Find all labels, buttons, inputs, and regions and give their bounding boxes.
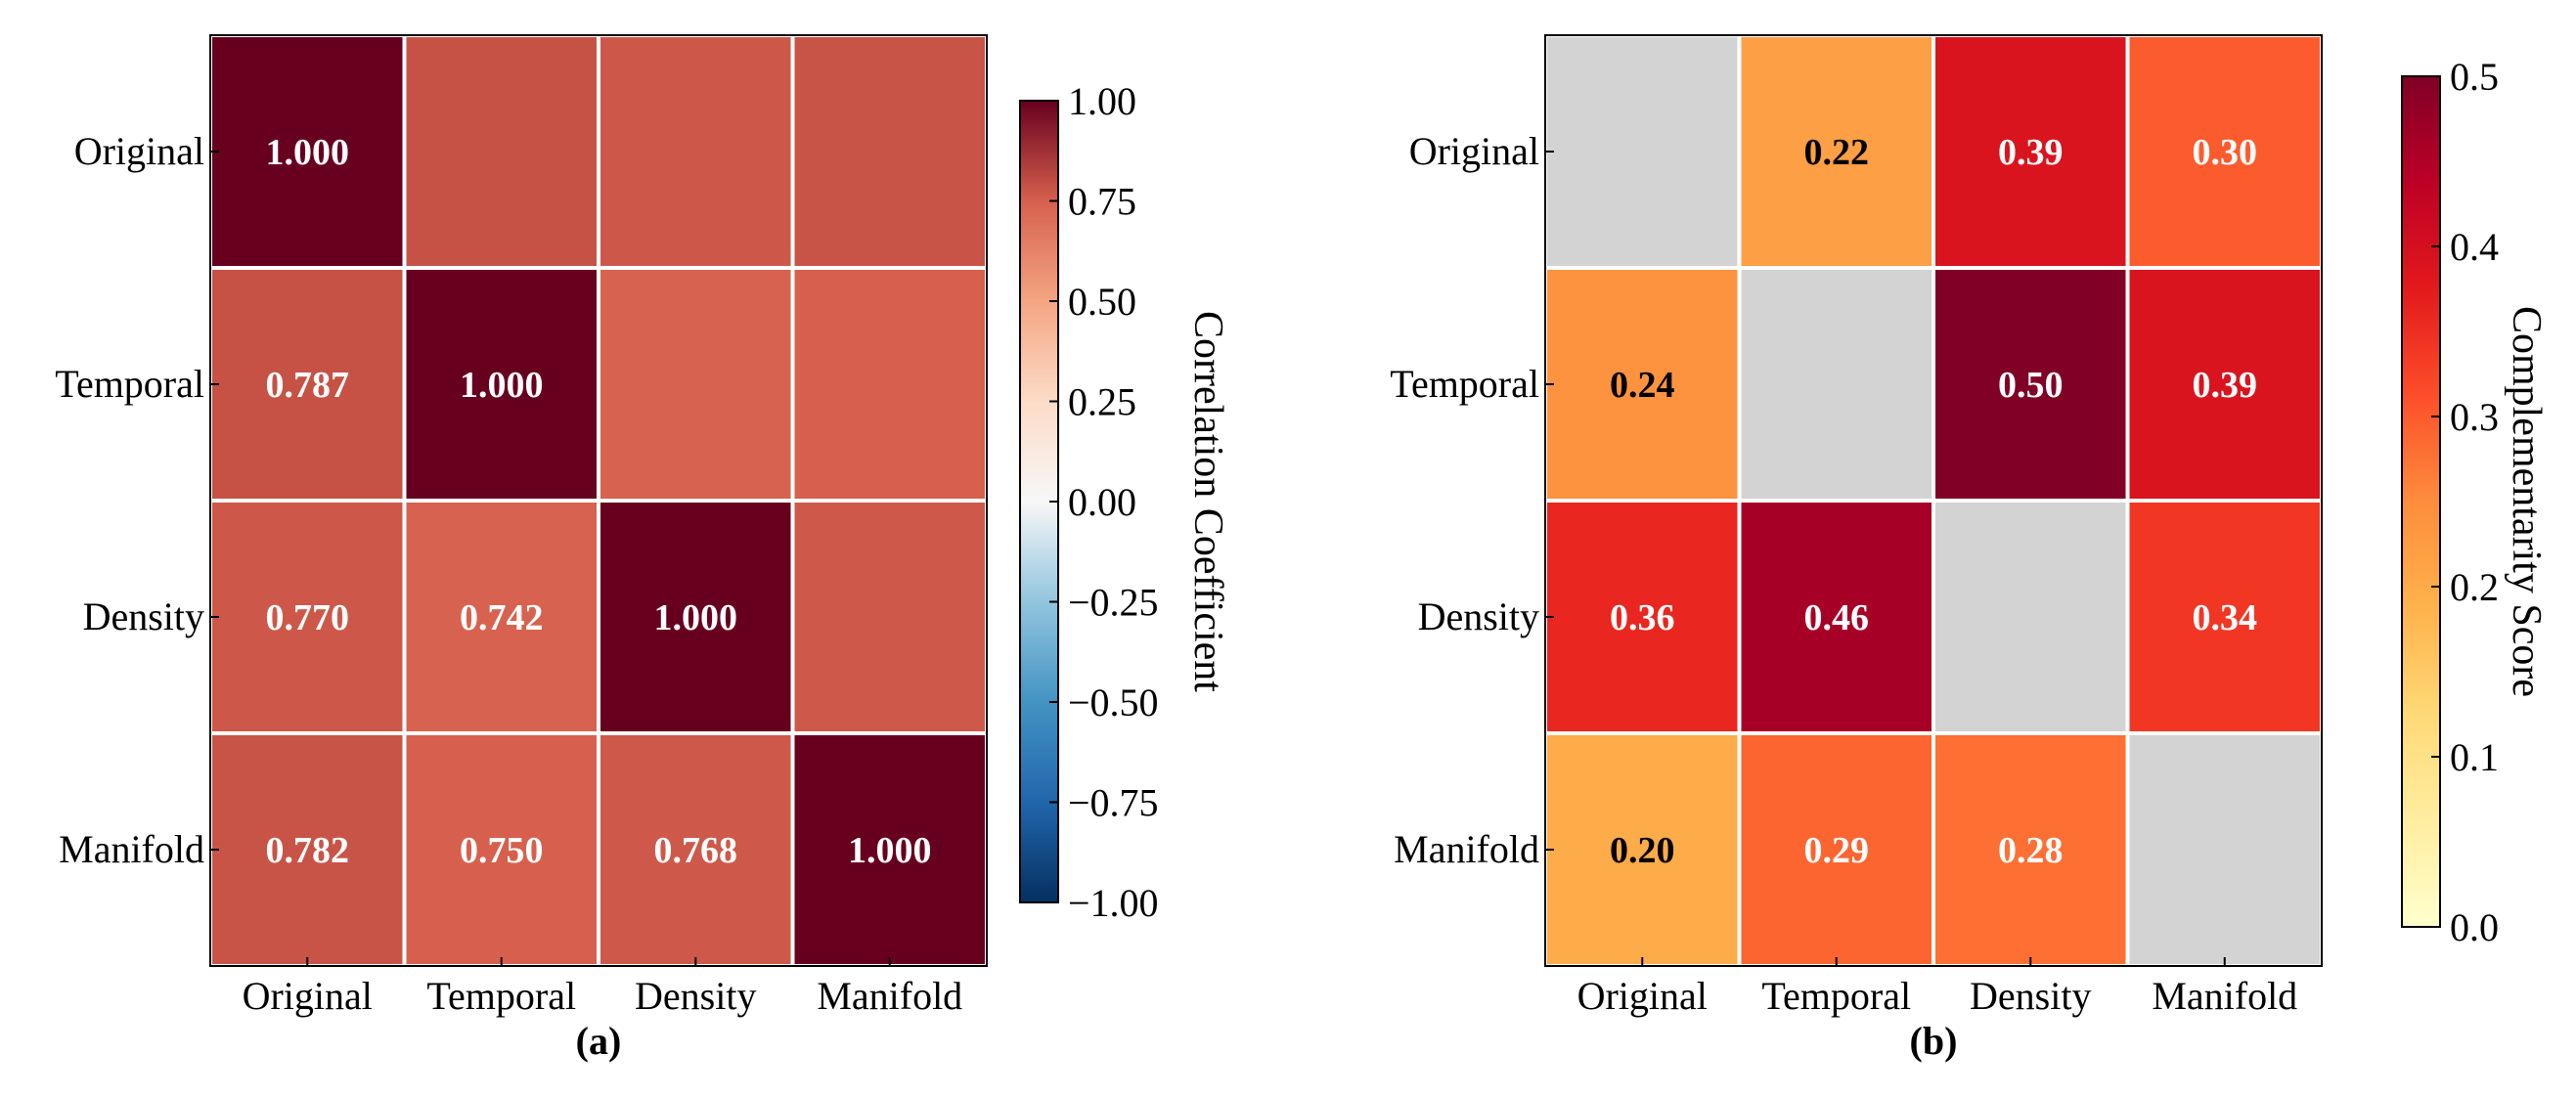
cell-value-label: 0.30 <box>2193 132 2258 173</box>
cell-temporal-original <box>1543 266 1742 503</box>
colorbar-tick-label: 0.25 <box>1068 380 1136 424</box>
cell-density-manifold <box>2125 499 2324 735</box>
cell-value-label: 0.768 <box>654 830 738 871</box>
y-tick-label: Temporal <box>1390 362 1539 406</box>
cell-original-manifold <box>790 33 989 270</box>
colorbar-tick-label: 0.0 <box>2450 905 2499 949</box>
y-tick-label: Manifold <box>59 827 204 871</box>
cell-value-label: 0.36 <box>1610 597 1675 638</box>
cell-value-label: 0.750 <box>460 830 544 871</box>
cell-manifold-density <box>1932 731 2130 968</box>
cell-value-label: 0.22 <box>1804 132 1870 173</box>
x-tick-label: Original <box>243 974 373 1018</box>
y-tick-label: Density <box>83 594 204 638</box>
colorbar-tick-label: −1.00 <box>1068 881 1159 925</box>
colorbar-tick-label: 1.00 <box>1068 79 1136 123</box>
x-tick-label: Manifold <box>817 974 962 1018</box>
x-tick-label: Original <box>1577 974 1708 1018</box>
cell-value-label: 0.28 <box>1998 830 2064 871</box>
cell-value-label: 0.29 <box>1804 830 1870 871</box>
cell-density-density <box>1932 499 2130 735</box>
colorbar-tick-label: 0.2 <box>2450 565 2499 609</box>
cell-value-label: 0.787 <box>266 365 350 406</box>
x-tick-label: Density <box>635 974 756 1018</box>
cell-original-manifold <box>2125 33 2324 270</box>
cell-temporal-density <box>597 266 795 503</box>
cell-value-label: 1.000 <box>266 132 350 173</box>
y-tick-label: Original <box>74 129 204 173</box>
colorbar-title: Correlation Coefficient <box>1185 311 1230 692</box>
cell-value-label: 1.000 <box>654 597 738 638</box>
cell-original-density <box>597 33 795 270</box>
axes-frame <box>209 34 988 967</box>
cell-temporal-manifold <box>790 266 989 503</box>
cell-value-label: 1.000 <box>848 830 932 871</box>
y-tick-label: Temporal <box>55 362 204 406</box>
y-tick-label: Original <box>1409 129 1539 173</box>
colorbar-title: Complementarity Score <box>2504 306 2549 697</box>
cell-manifold-temporal <box>402 731 600 968</box>
colorbar-tick-label: 0.4 <box>2450 225 2499 269</box>
cell-original-temporal <box>402 33 600 270</box>
colorbar-tick-label: 0.1 <box>2450 735 2499 779</box>
x-tick-label: Temporal <box>426 974 576 1018</box>
cell-density-manifold <box>790 499 989 735</box>
x-tick-label: Manifold <box>2152 974 2297 1018</box>
colorbar-tick-label: 0.50 <box>1068 280 1136 324</box>
cell-value-label: 0.770 <box>266 597 350 638</box>
cell-value-label: 1.000 <box>460 365 544 406</box>
cell-value-label: 0.39 <box>2193 365 2258 406</box>
cell-value-label: 0.46 <box>1804 597 1870 638</box>
panel-label: (a) <box>576 1019 622 1063</box>
colorbar-tick-label: 0.00 <box>1068 480 1136 524</box>
x-tick-label: Temporal <box>1761 974 1911 1018</box>
cell-temporal-temporal <box>1737 266 1935 503</box>
colorbar-tick-label: 0.5 <box>2450 55 2499 99</box>
colorbar-tick-label: −0.25 <box>1068 581 1159 625</box>
cell-manifold-temporal <box>1737 731 1935 968</box>
colorbar-tick-label: −0.75 <box>1068 781 1159 825</box>
cell-value-label: 0.782 <box>266 830 350 871</box>
cell-manifold-manifold <box>2125 731 2324 968</box>
y-tick-label: Manifold <box>1394 827 1539 871</box>
cell-original-original <box>1543 33 1742 270</box>
cell-value-label: 0.24 <box>1610 365 1675 406</box>
colorbar-tick-label: 0.75 <box>1068 180 1136 224</box>
cell-value-label: 0.39 <box>1998 132 2064 173</box>
cell-manifold-manifold <box>790 731 989 968</box>
colorbar-tick-label: 0.3 <box>2450 395 2499 439</box>
cell-value-label: 0.20 <box>1610 830 1675 871</box>
cell-value-label: 0.50 <box>1998 365 2064 406</box>
panel-label: (b) <box>1910 1019 1958 1063</box>
x-tick-label: Density <box>1970 974 2091 1018</box>
colorbar <box>2401 75 2441 928</box>
y-tick-label: Density <box>1418 594 1539 638</box>
cell-temporal-original <box>208 266 407 503</box>
cell-value-label: 0.34 <box>2193 597 2258 638</box>
axes-frame <box>1544 34 2323 967</box>
cell-temporal-temporal <box>402 266 600 503</box>
colorbar-tick-label: −0.50 <box>1068 680 1159 724</box>
cell-density-density <box>597 499 795 735</box>
cell-original-original <box>208 33 407 270</box>
cell-value-label: 0.742 <box>460 597 544 638</box>
panel-b-complementarity-heatmap: 0.22 0.39 0.300.24 0.50 0.390.36 0.46 0.340.20… <box>1390 33 2549 1063</box>
